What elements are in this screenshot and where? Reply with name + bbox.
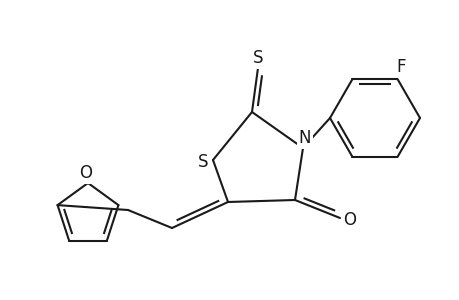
Text: S: S — [197, 153, 208, 171]
Text: N: N — [298, 129, 311, 147]
Text: S: S — [252, 49, 263, 67]
Text: F: F — [396, 58, 405, 76]
Text: O: O — [79, 164, 92, 182]
Text: O: O — [343, 211, 356, 229]
